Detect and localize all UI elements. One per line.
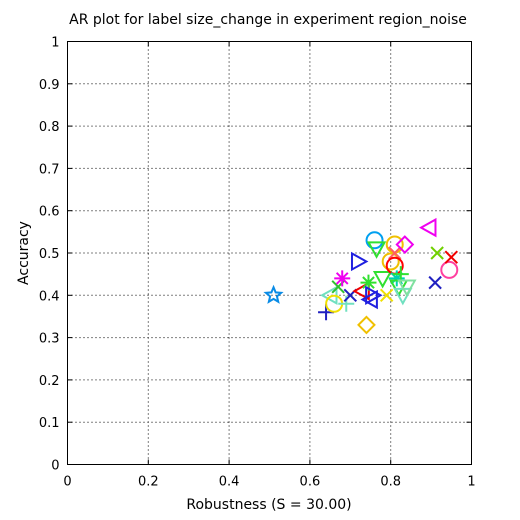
data-point-triangle-left (352, 281, 370, 301)
x-tick-label: 0.4 (219, 475, 240, 490)
data-point-diamond (357, 315, 376, 335)
data-points (263, 217, 459, 335)
data-point-circle (440, 260, 459, 279)
data-point-diamond (395, 235, 415, 254)
y-tick-label: 0 (51, 459, 59, 474)
axis-ticks: 0 0.2 0.4 0.6 0.8 1 0 0.1 0.2 0.3 0.4 0.5 0.6 0.7 0.8 0… (39, 36, 476, 490)
data-point-triangle-down (366, 241, 387, 259)
y-tick-label: 0.2 (39, 374, 60, 389)
y-tick-label: 0.5 (39, 247, 60, 262)
data-point-x (444, 250, 459, 264)
data-point-triangle-left (360, 289, 378, 310)
plot-frame (67, 41, 472, 465)
data-point-triangle-right (365, 285, 383, 305)
data-point-triangle-down (372, 270, 393, 289)
data-point-circle (365, 231, 384, 250)
data-point-x (388, 246, 402, 260)
data-point-triangle-right (350, 251, 369, 272)
y-tick-label: 0.1 (39, 416, 60, 431)
x-tick-label: 0.2 (138, 475, 159, 490)
data-point-star (263, 284, 284, 304)
data-point-x (379, 288, 394, 303)
y-tick-label: 0.4 (39, 289, 60, 304)
y-tick-label: 0.6 (39, 205, 60, 220)
data-point-x (428, 275, 442, 290)
data-point-asterisk (360, 274, 377, 291)
grid (67, 41, 472, 465)
y-tick-label: 0.7 (39, 162, 60, 177)
y-tick-label: 1 (51, 36, 59, 51)
y-axis-label: Accuracy (16, 221, 32, 285)
x-axis-label: Robustness (S = 30.00) (186, 497, 351, 513)
y-tick-label: 0.9 (39, 78, 60, 93)
data-point-circle (385, 235, 404, 254)
data-point-triangle-left (419, 217, 437, 238)
data-point-x (430, 246, 444, 260)
x-tick-label: 0.8 (380, 475, 401, 490)
data-point-circle (381, 252, 400, 271)
x-tick-label: 1 (467, 475, 475, 490)
data-point-asterisk (334, 270, 351, 287)
data-point-triangle-down (397, 279, 417, 297)
data-point-asterisk (388, 270, 405, 287)
y-tick-label: 0.3 (39, 332, 60, 347)
x-tick-label: 0.6 (300, 475, 321, 490)
chart-title: AR plot for label size_change in experim… (69, 12, 467, 28)
x-tick-label: 0 (63, 475, 71, 490)
y-tick-label: 0.8 (39, 120, 60, 135)
